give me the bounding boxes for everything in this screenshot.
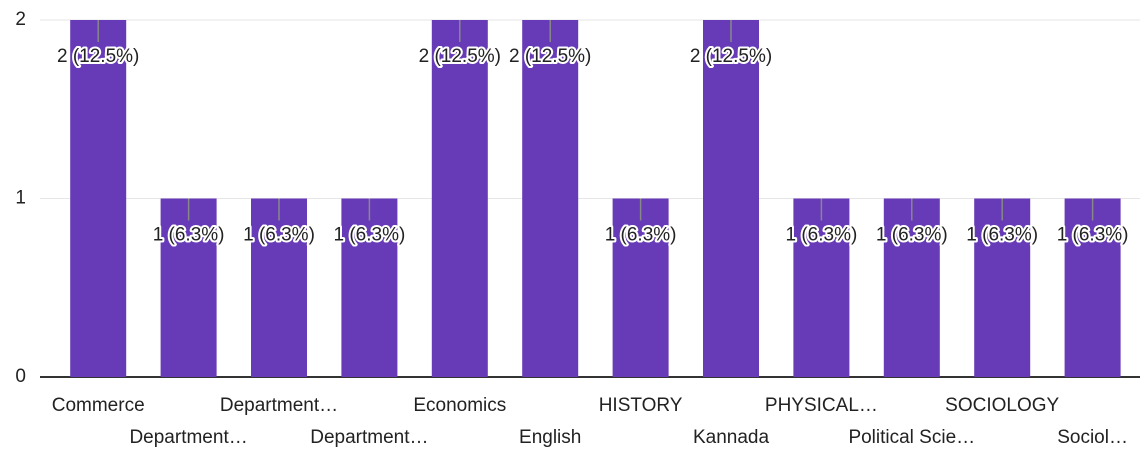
bar [251, 198, 307, 377]
x-tick-label: SOCIOLOGY [945, 395, 1059, 416]
bar [703, 20, 759, 377]
y-tick-label: 2 [15, 9, 26, 30]
x-tick-label: English [519, 427, 581, 448]
x-tick-label: Economics [413, 395, 506, 416]
value-label: 1 (6.3%) [243, 225, 315, 246]
bar [431, 20, 488, 377]
bar [70, 20, 127, 377]
x-tick-label: Department… [220, 395, 338, 416]
value-label: 1 (6.3%) [876, 225, 948, 246]
value-label: 1 (6.3%) [605, 225, 677, 246]
y-tick-label: 0 [15, 366, 26, 387]
bar [612, 198, 669, 377]
x-tick-label: Kannada [693, 427, 770, 448]
value-label: 2 (12.5%) [419, 46, 501, 67]
value-label: 2 (12.5%) [57, 46, 139, 67]
x-tick-label: PHYSICAL… [765, 395, 878, 416]
bar [522, 20, 579, 377]
x-tick-label: Department… [129, 427, 247, 448]
value-label: 2 (12.5%) [509, 46, 591, 67]
value-label: 1 (6.3%) [153, 225, 225, 246]
bar [160, 198, 217, 377]
value-label: 2 (12.5%) [690, 46, 772, 67]
x-tick-label: Commerce [52, 395, 145, 416]
value-label: 1 (6.3%) [966, 225, 1038, 246]
y-tick-label: 1 [15, 188, 26, 209]
x-tick-label: HISTORY [599, 395, 683, 416]
bar [341, 198, 398, 377]
x-tick-label: Department… [310, 427, 428, 448]
value-label: 1 (6.3%) [333, 225, 405, 246]
x-tick-label: Sociol… [1057, 427, 1128, 448]
value-label: 1 (6.3%) [1057, 225, 1129, 246]
value-label: 1 (6.3%) [785, 225, 857, 246]
bar [793, 198, 850, 377]
x-tick-label: Political Scie… [848, 427, 975, 448]
bar [883, 198, 940, 377]
bar [1064, 198, 1121, 377]
bar [974, 198, 1031, 377]
